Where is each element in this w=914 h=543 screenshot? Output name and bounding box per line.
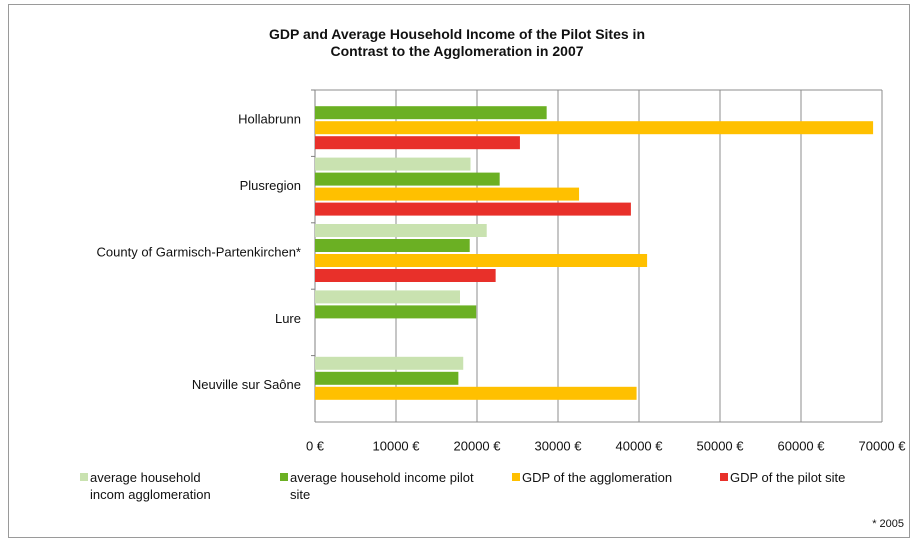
y-tick-label: Neuville sur Saône — [192, 377, 301, 392]
legend-swatch — [720, 473, 728, 481]
x-tick-label: 70000 € — [859, 438, 907, 453]
y-tick-label: Lure — [275, 311, 301, 326]
y-tick-label: County of Garmisch-Partenkirchen* — [97, 244, 301, 259]
legend-swatch — [512, 473, 520, 481]
bar — [315, 386, 637, 400]
footnote: * 2005 — [872, 518, 904, 530]
bar — [315, 254, 648, 267]
bar — [315, 356, 464, 370]
bar — [315, 202, 631, 216]
bar — [315, 290, 460, 304]
bar — [315, 172, 500, 186]
x-tick-label: 50000 € — [697, 438, 745, 453]
x-tick-label: 30000 € — [535, 438, 583, 453]
bar — [315, 121, 874, 135]
legend-entry: average household incom agglomeration — [80, 469, 225, 503]
bar — [315, 239, 470, 252]
chart-border — [8, 4, 910, 538]
legend-entry: GDP of the agglomeration — [512, 469, 722, 486]
bar — [315, 305, 477, 319]
x-tick-label: 0 € — [306, 438, 325, 453]
bar — [315, 187, 580, 201]
y-tick-label: Plusregion — [240, 178, 301, 193]
legend-label: average household incom agglomeration — [90, 470, 211, 502]
x-tick-label: 10000 € — [373, 438, 421, 453]
bar — [315, 157, 471, 171]
legend-label: GDP of the agglomeration — [522, 470, 673, 485]
legend-swatch — [280, 473, 288, 481]
x-tick-label: 20000 € — [454, 438, 502, 453]
legend-entry: average household income pilot site — [280, 469, 490, 503]
y-tick-label: Hollabrunn — [238, 112, 301, 127]
legend-entry: GDP of the pilot site — [720, 469, 900, 486]
x-tick-label: 60000 € — [778, 438, 826, 453]
bar — [315, 371, 459, 385]
legend-swatch — [80, 473, 88, 481]
chart-title: GDP and Average Household Income of the … — [269, 26, 645, 59]
bar — [315, 224, 487, 237]
bar — [315, 136, 520, 150]
x-tick-label: 40000 € — [616, 438, 664, 453]
legend-label: GDP of the pilot site — [730, 470, 846, 485]
legend-label: average household income pilot site — [290, 470, 474, 502]
bar — [315, 269, 496, 282]
bar — [315, 106, 547, 120]
